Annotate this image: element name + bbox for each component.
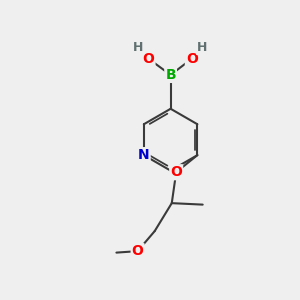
Text: O: O <box>186 52 198 66</box>
Text: O: O <box>170 165 182 179</box>
Text: B: B <box>165 68 176 82</box>
Text: O: O <box>142 52 154 66</box>
Text: N: N <box>138 148 150 162</box>
Text: H: H <box>133 41 143 54</box>
Text: H: H <box>197 41 207 54</box>
Text: O: O <box>132 244 144 258</box>
